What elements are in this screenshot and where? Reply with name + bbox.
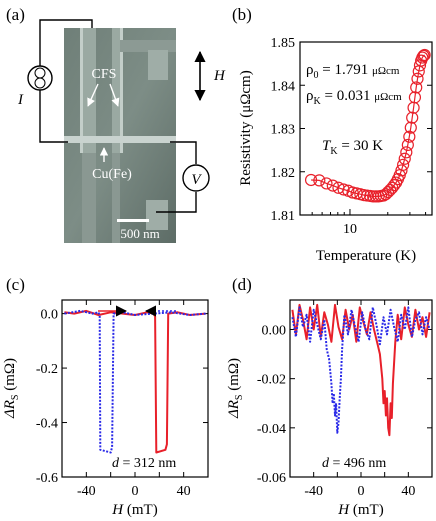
plot-frame-c <box>61 299 209 478</box>
panel-label-d: (d) <box>232 275 252 294</box>
ylabel-d: ΔRS (mΩ) <box>226 358 245 419</box>
sem-pad-top <box>120 40 176 52</box>
ytick-label-b: 1.83 <box>271 123 296 138</box>
data-point-b <box>403 130 416 143</box>
annotation-c: d = 312 nm <box>112 456 176 471</box>
ytick-label-b: 1.84 <box>271 79 296 94</box>
current-source-inner-icon-2 <box>34 77 46 89</box>
xlabel-d: H (mT) <box>337 502 383 518</box>
panel-label-a: (a) <box>6 5 25 24</box>
data-point-b <box>406 111 419 124</box>
panel-label-c: (c) <box>6 275 25 294</box>
series-line-c-up <box>64 309 206 454</box>
data-point-b <box>397 158 410 171</box>
ytick-label-c: -0.2 <box>36 362 58 377</box>
data-point-b <box>400 146 413 159</box>
data-point-b <box>398 152 411 165</box>
sem-electrode-right <box>112 28 120 153</box>
panel-d: (d) 0.00 -0.02 -0.04 -0.06 -40 0 40 ΔRS (mΩ) H… <box>226 275 433 518</box>
ylabel-b: Resistivity (μΩcm) <box>238 70 254 185</box>
ytick-label-c: -0.4 <box>36 417 58 432</box>
ytick-label-c: 0.0 <box>41 308 59 323</box>
data-point-b <box>326 179 339 192</box>
data-point-b <box>304 173 318 187</box>
scale-bar <box>117 219 149 222</box>
data-point-b <box>418 48 431 62</box>
sem-electrode-right-edge <box>120 28 123 153</box>
sem-electrode-left-edge <box>80 28 83 153</box>
data-point-b <box>410 81 423 94</box>
data-point-b <box>395 164 408 177</box>
data-point-b <box>369 190 383 203</box>
sem-pad-right-bottom <box>146 200 168 230</box>
xtick-label-c: 40 <box>177 484 191 499</box>
tk-annotation: TK = 30 K <box>322 138 383 157</box>
sem-electrode-lower-right <box>112 153 120 243</box>
wire-label: Cu(Fe) <box>92 167 132 182</box>
data-point-b <box>417 49 430 62</box>
sem-electrode-lower-left <box>82 153 96 243</box>
data-point-b <box>388 179 401 192</box>
series-line-c-down <box>64 309 206 454</box>
ytick-label-b: 1.85 <box>271 36 296 51</box>
data-point-b <box>404 121 417 134</box>
scale-label: 500 nm <box>120 226 159 241</box>
rho0-annotation: ρ0 = 1.791 μΩcm <box>306 62 400 81</box>
ylabel-c: ΔRS (mΩ) <box>2 358 21 419</box>
rhoK-annotation: ρK = 0.031 μΩcm <box>306 88 402 107</box>
circuit-voltage-return <box>156 192 197 213</box>
series-line-d-up <box>291 303 431 437</box>
panel-b: (b) 1.81 1.82 1.83 1.84 1.85 10 Resistivity (… <box>232 5 433 264</box>
series-line-d-down <box>291 306 431 434</box>
cfs-arrow-right-icon <box>109 83 120 107</box>
panel-label-b: (b) <box>232 5 252 24</box>
xtick-label-b: 10 <box>343 222 357 237</box>
circuit-current-loop <box>39 19 93 143</box>
annotation-d: d = 496 nm <box>322 456 386 471</box>
xtick-label-d: -40 <box>304 484 323 499</box>
voltage-label: V <box>191 172 202 188</box>
xtick-label-c: -40 <box>77 484 96 499</box>
ytick-label-c: -0.6 <box>36 471 58 486</box>
data-point-b <box>401 138 414 152</box>
circuit-voltage-loop <box>170 141 197 164</box>
data-point-b <box>379 188 392 201</box>
field-label: H <box>213 68 226 84</box>
xtick-label-d: 0 <box>358 484 365 499</box>
current-label: I <box>17 92 24 108</box>
data-point-b <box>381 185 395 199</box>
ytick-label-d: -0.04 <box>257 422 286 437</box>
panel-a: (a) I V H CFS Cu(Fe) <box>6 5 226 243</box>
ytick-label-d: -0.06 <box>257 471 286 486</box>
data-point-b <box>416 51 429 64</box>
sem-wire <box>64 136 176 143</box>
ytick-label-d: -0.02 <box>257 373 286 388</box>
data-point-b <box>346 186 359 199</box>
sem-electrode-left <box>82 28 96 153</box>
data-point-b <box>408 91 422 104</box>
data-point-b <box>320 177 333 190</box>
data-point-b <box>313 174 326 187</box>
sem-pad-right-top <box>148 50 168 80</box>
xtick-label-d: 40 <box>401 484 415 499</box>
xlabel-c: H (mT) <box>111 502 157 518</box>
xlabel-b: Temperature (K) <box>316 248 416 264</box>
voltmeter-icon <box>182 164 210 192</box>
data-point-b <box>337 183 350 196</box>
ytick-label-b: 1.82 <box>271 166 296 181</box>
ytick-label-d: 0.00 <box>262 324 287 339</box>
ytick-label-b: 1.81 <box>271 209 296 224</box>
xtick-label-c: 0 <box>132 484 139 499</box>
data-point-b <box>411 72 424 85</box>
cfs-label: CFS <box>92 67 117 82</box>
cfs-arrow-left-icon <box>87 83 99 107</box>
panel-c: (c) 0.0 -0.2 -0.4 -0.6 -40 0 40 ΔRS (mΩ) H (mT… <box>2 275 209 518</box>
